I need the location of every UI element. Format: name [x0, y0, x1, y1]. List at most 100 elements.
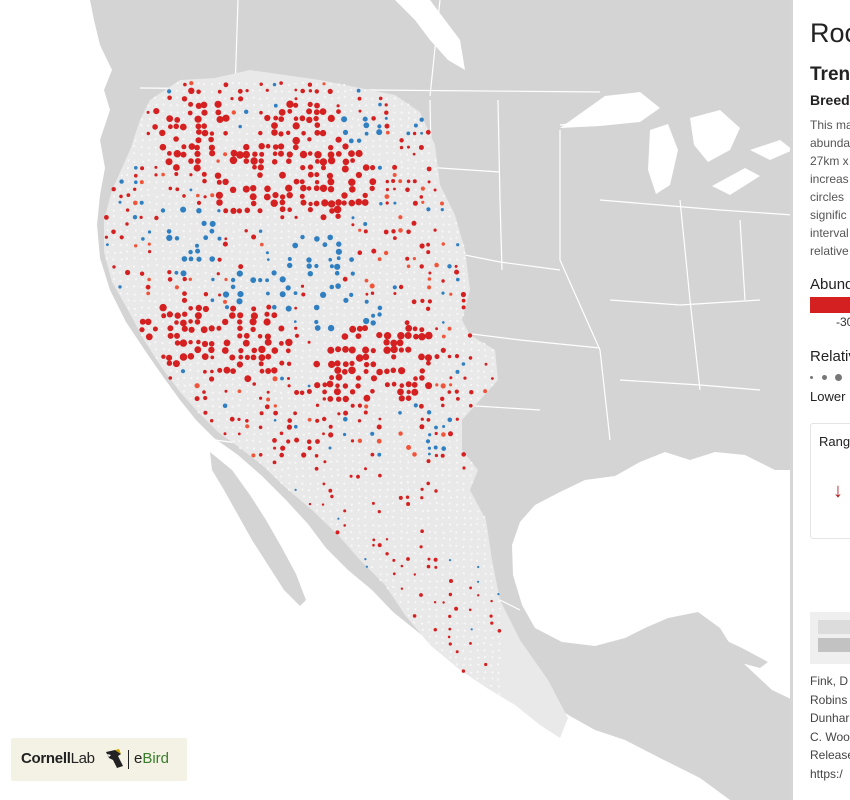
trend-dot — [447, 354, 452, 359]
trend-dot — [175, 356, 178, 359]
trend-dot — [483, 342, 486, 345]
trend-dot — [330, 124, 333, 128]
trend-dot — [224, 355, 227, 358]
trend-dot — [399, 327, 402, 330]
trend-dot — [498, 692, 501, 696]
trend-dot — [420, 487, 424, 491]
trend-dot — [333, 205, 342, 214]
trend-dot — [273, 363, 276, 367]
trend-dot — [463, 376, 467, 380]
trend-dot — [449, 271, 452, 274]
trend-dot — [371, 369, 374, 372]
trend-dot — [337, 83, 341, 86]
trend-dot — [428, 452, 431, 456]
trend-dot — [449, 342, 452, 345]
trend-dot — [426, 250, 431, 255]
trend-dot — [398, 411, 402, 415]
trend-dot — [203, 285, 207, 288]
trend-dot — [372, 543, 375, 547]
trend-dot — [216, 272, 220, 276]
trend-dot — [230, 149, 238, 157]
trend-dot — [351, 321, 354, 324]
trend-dot — [244, 375, 252, 383]
trend-dot — [391, 531, 395, 534]
trend-dot — [306, 263, 312, 269]
trend-dot — [333, 388, 341, 396]
trend-dot — [309, 223, 312, 226]
trend-dot — [462, 503, 465, 506]
trend-dot — [364, 404, 369, 409]
trend-dot — [358, 243, 361, 246]
trend-dot — [161, 286, 164, 289]
trend-dot — [421, 628, 425, 631]
trend-dot — [483, 349, 486, 352]
trend-dot — [400, 530, 403, 533]
trend-dot — [316, 370, 319, 373]
trend-dot — [323, 208, 326, 211]
trend-dot — [363, 222, 368, 226]
trend-dot — [398, 179, 403, 184]
trend-dot — [189, 81, 194, 86]
trend-dot — [363, 369, 369, 374]
trend-dot — [308, 181, 311, 184]
trend-dot — [476, 614, 479, 617]
trend-dot — [168, 137, 171, 141]
trend-dot — [413, 403, 418, 408]
cornell-ebird-logo[interactable]: CornellLab eBird — [11, 738, 187, 781]
trend-dot — [267, 265, 270, 268]
trend-dot — [147, 188, 150, 191]
trend-dot — [308, 89, 313, 93]
trend-dot — [239, 166, 242, 169]
trend-dot — [428, 222, 432, 225]
trend-dot — [407, 586, 410, 589]
trend-dot — [427, 202, 430, 205]
trend-dot — [400, 593, 403, 597]
trend-dot — [294, 306, 298, 310]
trend-dot — [279, 171, 286, 179]
trend-dot — [413, 194, 416, 198]
trend-dot — [385, 579, 388, 582]
trend-dot — [428, 236, 431, 239]
trend-dot — [259, 391, 262, 394]
trend-map[interactable] — [0, 0, 793, 800]
trend-dot — [379, 208, 382, 211]
trend-dot — [230, 368, 237, 374]
trend-dot — [294, 88, 298, 92]
trend-dot — [203, 410, 208, 415]
trend-dot — [456, 629, 459, 632]
trend-dot — [224, 335, 227, 338]
citation-link[interactable]: https:/ — [810, 766, 843, 781]
trend-dot — [299, 115, 306, 122]
trend-dot — [126, 278, 130, 281]
trend-dot — [343, 432, 347, 437]
trend-dot — [399, 153, 402, 156]
trend-dot — [392, 327, 395, 330]
trend-dot — [441, 307, 444, 310]
trend-dot — [365, 111, 368, 114]
range-trend-card[interactable]: Range ↓ — [810, 423, 850, 539]
trend-dot — [414, 509, 417, 512]
trend-dot — [428, 615, 431, 618]
trend-dot — [293, 178, 300, 185]
trend-dot — [385, 453, 388, 456]
trend-dot — [210, 180, 213, 183]
trend-dot — [153, 108, 160, 115]
trend-dot — [407, 376, 410, 379]
trend-dot — [162, 216, 165, 219]
trend-dot — [253, 341, 256, 344]
lab-text: Lab — [70, 750, 95, 767]
trend-dot — [204, 250, 207, 253]
trend-dot — [222, 241, 228, 247]
trend-dot — [441, 215, 444, 218]
trend-dot — [372, 524, 375, 527]
trend-dot — [232, 244, 235, 248]
trend-dot — [322, 517, 325, 520]
trend-dot — [162, 125, 165, 128]
trend-dot — [364, 139, 367, 142]
trend-dot — [183, 223, 186, 226]
trend-dot — [357, 438, 363, 443]
trend-dot — [182, 276, 187, 282]
trend-dot — [210, 188, 213, 191]
trend-dot — [364, 467, 367, 471]
size-dot — [810, 376, 813, 379]
